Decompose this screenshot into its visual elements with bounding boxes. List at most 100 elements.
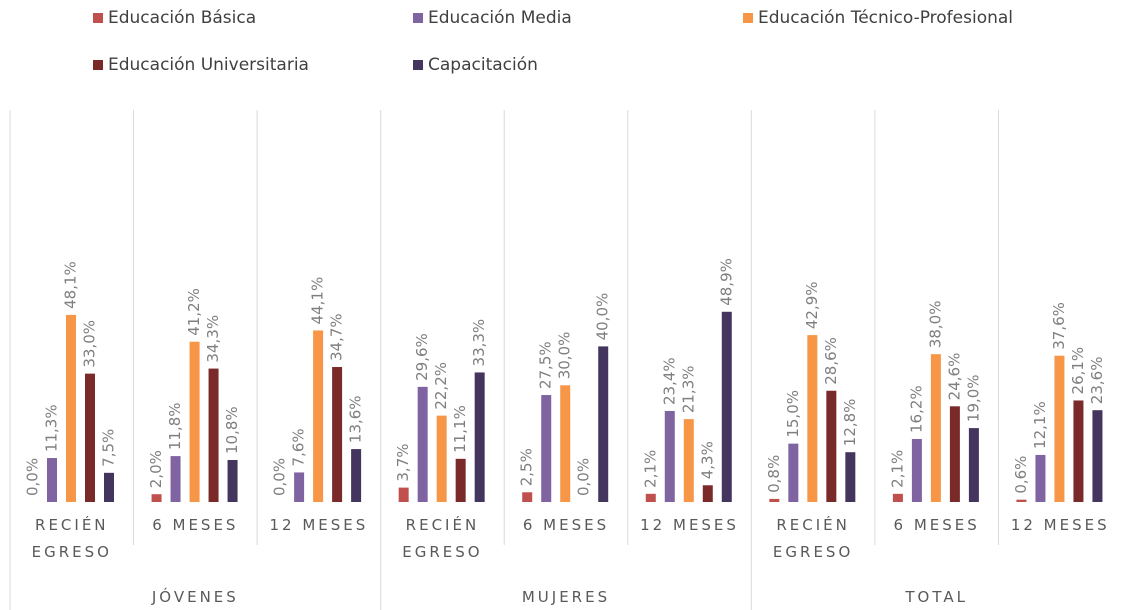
data-label: 0,0% [24, 458, 42, 496]
data-label: 22,2% [432, 362, 450, 410]
data-label: 7,6% [290, 428, 308, 466]
bar [702, 485, 713, 502]
data-label: 44,1% [309, 277, 327, 325]
data-label: 33,0% [81, 320, 99, 368]
data-label: 11,8% [166, 402, 184, 450]
data-label: 4,3% [698, 441, 716, 479]
bar [47, 458, 57, 502]
bar [332, 367, 343, 502]
data-label: 37,6% [1050, 302, 1068, 350]
data-label: 30,0% [556, 332, 574, 380]
bar [455, 458, 466, 502]
data-label: 33,3% [470, 319, 488, 367]
data-label: 19,0% [964, 374, 982, 422]
data-label: 10,8% [223, 406, 241, 454]
bar [911, 438, 922, 502]
category-label: 6 MESES [522, 516, 610, 534]
legend-marker [743, 13, 753, 23]
data-label: 0,8% [765, 455, 783, 493]
bar [968, 428, 979, 502]
bar [721, 311, 732, 502]
bar [949, 406, 960, 502]
bar [930, 354, 941, 502]
legend-marker [93, 60, 103, 70]
bar [892, 493, 903, 502]
bar [788, 443, 799, 502]
data-label: 11,3% [43, 404, 61, 452]
data-label: 3,7% [394, 443, 412, 481]
bar [522, 492, 533, 502]
group-label: JÓVENES [151, 588, 239, 606]
data-label: 24,6% [945, 353, 963, 401]
bar [845, 452, 856, 502]
data-label: 42,9% [803, 281, 821, 329]
bar [598, 346, 609, 502]
data-label: 2,0% [147, 450, 165, 488]
data-label: 48,1% [62, 261, 80, 309]
bar [1035, 454, 1046, 502]
bar [664, 410, 675, 502]
bar [313, 330, 324, 502]
category-label: RECIÉN EGRESO [402, 516, 483, 561]
data-label: 26,1% [1069, 347, 1087, 395]
bar [351, 449, 362, 502]
data-label: 0,0% [271, 458, 289, 496]
data-label: 11,1% [451, 405, 469, 453]
bar [66, 314, 76, 502]
group-label: TOTAL [905, 588, 968, 606]
bar [151, 494, 162, 502]
bar [85, 373, 95, 502]
data-label: 40,0% [594, 293, 612, 341]
data-label: 2,1% [888, 450, 906, 488]
bar [227, 459, 238, 502]
data-label: 41,2% [185, 288, 203, 336]
data-label: 0,6% [1012, 456, 1030, 494]
data-label: 34,7% [328, 313, 346, 361]
data-label: 12,8% [841, 399, 859, 447]
data-label: 28,6% [822, 337, 840, 385]
data-label: 13,6% [347, 395, 365, 443]
bar [436, 415, 447, 502]
bar [541, 395, 552, 502]
legend-label: Educación Media [428, 8, 572, 28]
data-label: 2,1% [641, 450, 659, 488]
data-label: 2,5% [518, 448, 536, 486]
bar [1073, 400, 1084, 502]
bar [1054, 355, 1065, 502]
bar [1092, 410, 1103, 502]
data-label: 7,5% [100, 429, 118, 467]
data-label: 27,5% [537, 341, 555, 389]
bar [104, 472, 114, 502]
legend-label: Educación Básica [108, 8, 257, 28]
legend-marker [93, 13, 103, 23]
bar [189, 341, 200, 502]
bar [398, 487, 409, 502]
data-label: 0,0% [575, 458, 593, 496]
legend-marker [413, 13, 423, 23]
bar [294, 472, 305, 502]
data-label: 16,2% [907, 385, 925, 433]
group-label: MUJERES [521, 588, 611, 606]
category-label: 6 MESES [893, 516, 980, 534]
legend-label: Educación Técnico-Profesional [758, 8, 1014, 28]
category-label: 12 MESES [269, 516, 369, 534]
bar [170, 456, 181, 502]
bar [683, 419, 694, 502]
bar [1016, 499, 1027, 502]
data-label: 12,1% [1031, 401, 1049, 449]
data-label: 38,0% [926, 301, 944, 349]
legend-label: Capacitación [428, 55, 538, 75]
legend-label: Educación Universitaria [108, 55, 309, 75]
bar [645, 493, 656, 502]
category-label: 12 MESES [1010, 516, 1110, 534]
data-label: 48,9% [717, 258, 735, 306]
category-label: RECIÉN EGRESO [31, 516, 112, 561]
bar [826, 390, 837, 502]
bar [417, 386, 428, 502]
bar [560, 385, 571, 502]
category-label: RECIÉN EGRESO [772, 516, 854, 561]
data-label: 21,3% [679, 365, 697, 413]
bar [807, 335, 818, 502]
